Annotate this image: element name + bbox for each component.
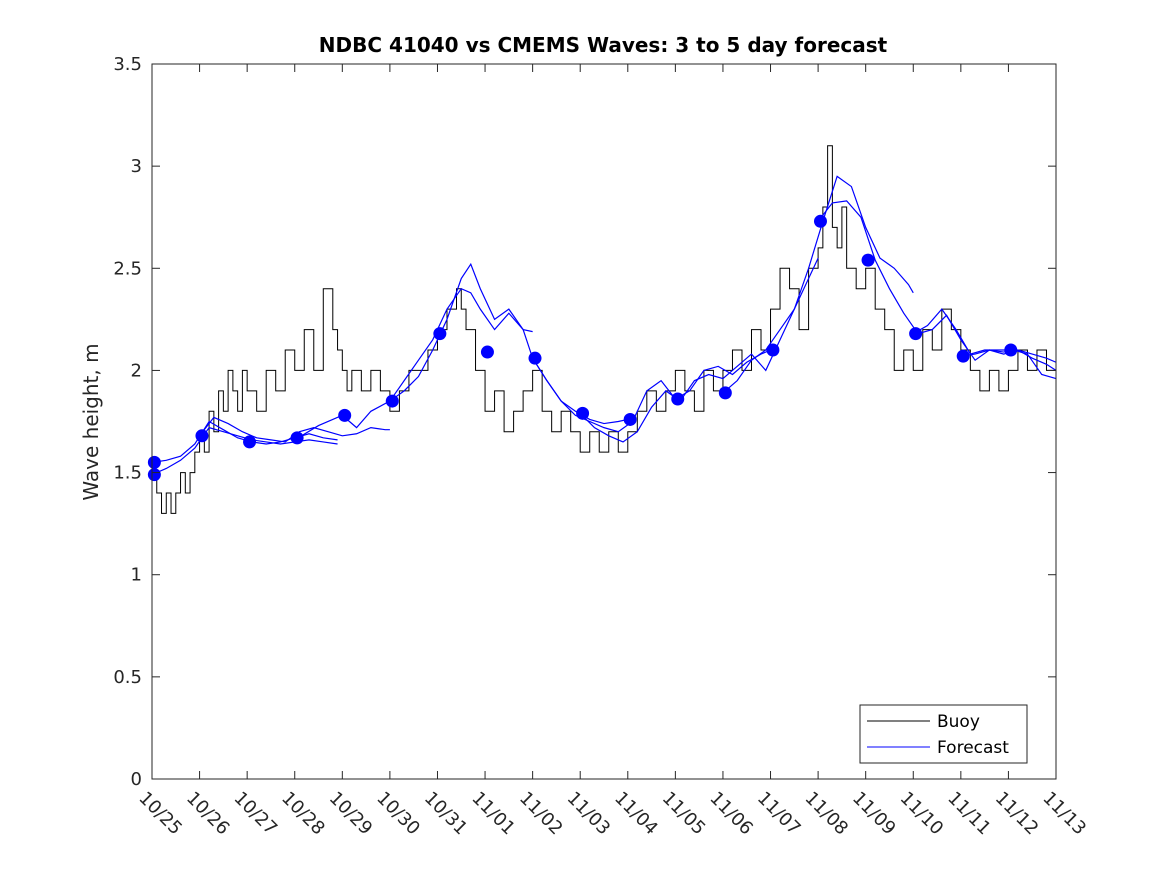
forecast-line <box>389 262 628 425</box>
forecast-start-marker <box>147 468 161 482</box>
forecast-start-marker <box>290 431 304 445</box>
axes-box <box>151 63 1057 780</box>
forecast-line <box>817 200 1057 371</box>
y-axis: 0 0.5 1 1.5 2 2.5 3 3.5 <box>113 54 1056 790</box>
legend-buoy-label: Buoy <box>937 712 980 732</box>
forecast-start-marker <box>243 435 257 449</box>
forecast-start-marker <box>195 429 209 443</box>
legend: Buoy Forecast <box>859 704 1028 764</box>
forecast-line <box>579 257 819 443</box>
forecast-start-marker <box>147 455 161 469</box>
legend-forecast-label: Forecast <box>937 738 1009 758</box>
forecast-line <box>532 349 771 433</box>
forecast-start-marker <box>433 327 447 341</box>
forecast-start-marker <box>623 412 637 426</box>
forecast-start-marker <box>909 327 923 341</box>
y-tick-label: 3.5 <box>113 54 142 75</box>
y-tick-label: 3 <box>131 156 142 177</box>
forecast-start-marker <box>480 345 494 359</box>
y-tick-label: 2.5 <box>113 258 142 279</box>
forecast-start-marker <box>956 349 970 363</box>
forecast-start-marker <box>1004 343 1018 357</box>
y-tick-label: 0.5 <box>113 667 142 688</box>
forecast-line <box>294 287 533 441</box>
forecast-start-marker <box>671 392 685 406</box>
y-tick-label: 1 <box>131 565 142 586</box>
forecast-start-marker <box>718 386 732 400</box>
forecast-start-marker <box>576 406 590 420</box>
y-tick-label: 1.5 <box>113 463 142 484</box>
forecast-start-marker <box>385 394 399 408</box>
forecast-line <box>199 416 390 443</box>
forecast-start-marker <box>338 408 352 422</box>
forecast-start-markers <box>147 214 1018 482</box>
y-tick-label: 0 <box>131 769 142 790</box>
forecast-start-marker <box>766 343 780 357</box>
buoy-series <box>152 145 1056 514</box>
buoy-line <box>152 145 1056 514</box>
forecast-start-marker <box>528 351 542 365</box>
forecast-start-marker <box>861 253 875 267</box>
forecast-start-marker <box>813 214 827 228</box>
y-axis-label: Wave height, m <box>79 343 103 500</box>
legend-box <box>859 704 1028 764</box>
forecast-line <box>912 308 1057 380</box>
chart-title: NDBC 41040 vs CMEMS Waves: 3 to 5 day fo… <box>319 33 888 57</box>
y-tick-label: 2 <box>131 360 142 381</box>
plot-area <box>147 145 1057 514</box>
